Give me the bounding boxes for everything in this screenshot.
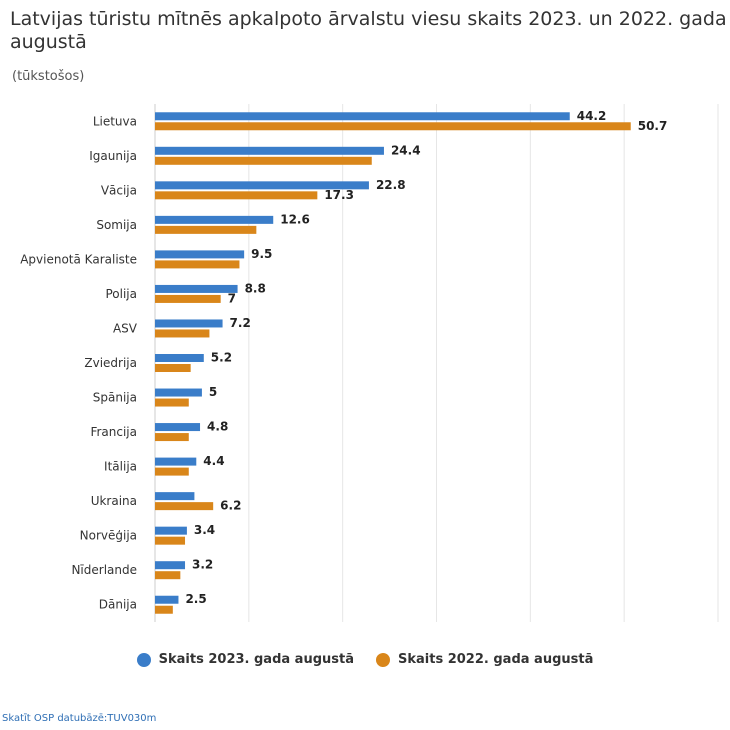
bar (155, 492, 195, 501)
data-label: 3.4 (194, 523, 215, 537)
category-label: Dānija (99, 598, 137, 612)
legend-label-2023: Skaits 2023. gada augustā (158, 652, 354, 667)
bar (155, 364, 191, 372)
bar (155, 502, 214, 511)
bar (155, 146, 384, 155)
legend-swatch-2023 (136, 652, 151, 667)
bar (155, 423, 201, 432)
bar (155, 457, 197, 466)
data-label: 7.2 (230, 316, 251, 330)
category-label: Francija (90, 425, 137, 439)
category-label: Ukraina (91, 494, 137, 508)
data-label: 2.5 (185, 592, 206, 606)
bar (155, 260, 240, 269)
chart-subtitle: (tūkstošos) (12, 69, 85, 84)
bar (155, 319, 223, 328)
category-label: Somija (96, 218, 137, 232)
category-label: Polija (105, 287, 137, 301)
bar (155, 398, 189, 407)
category-label: Lietuva (93, 114, 137, 128)
chart-title: Latvijas tūristu mītnēs apkalpoto ārvals… (10, 8, 727, 53)
bar (155, 225, 257, 234)
category-label: Nīderlande (71, 563, 137, 577)
bar (155, 595, 179, 604)
category-label: Spānija (93, 391, 137, 405)
data-label: 17.3 (324, 188, 354, 202)
bar (155, 561, 186, 570)
category-label: Apvienotā Karaliste (20, 252, 137, 266)
bar (155, 181, 369, 190)
bar (155, 388, 202, 397)
data-label: 4.4 (203, 454, 224, 468)
data-label: 9.5 (251, 247, 272, 261)
bar (155, 122, 631, 131)
bar (155, 467, 189, 476)
bar (155, 294, 221, 303)
category-label: Igaunija (89, 149, 137, 163)
bar (155, 571, 181, 580)
data-label: 44.2 (577, 109, 607, 123)
legend-label-2022: Skaits 2022. gada augustā (398, 652, 594, 667)
bar (155, 191, 318, 200)
bar (155, 354, 204, 362)
bar (155, 605, 173, 614)
category-label: Vācija (101, 183, 137, 197)
bar (155, 329, 210, 338)
data-label: 22.8 (376, 178, 406, 192)
data-label: 8.8 (245, 281, 266, 295)
category-label: Norvēģija (80, 529, 137, 543)
legend-item-2022[interactable]: Skaits 2022. gada augustā (376, 652, 593, 667)
bar (155, 536, 186, 545)
bar (155, 433, 189, 442)
legend-item-2023[interactable]: Skaits 2023. gada augustā (136, 652, 354, 667)
bar (155, 156, 372, 165)
data-label: 5 (209, 385, 217, 399)
category-label: ASV (113, 321, 138, 335)
source-link[interactable]: Skatīt OSP datubāzē:TUV030m (2, 713, 157, 724)
data-label: 6.2 (220, 499, 241, 513)
bar (155, 250, 245, 259)
category-label: Zviedrija (84, 356, 137, 370)
chart-legend: Skaits 2023. gada augustā Skaits 2022. g… (0, 652, 730, 667)
bar (155, 215, 274, 224)
data-label: 24.4 (391, 143, 421, 157)
data-label: 12.6 (280, 212, 310, 226)
data-label: 50.7 (638, 119, 668, 133)
legend-swatch-2022 (376, 652, 390, 667)
data-label: 3.2 (192, 558, 213, 572)
bar (155, 284, 238, 293)
data-label: 4.8 (207, 420, 228, 434)
bar (155, 526, 187, 535)
category-label: Itālija (104, 460, 137, 474)
data-label: 5.2 (211, 351, 232, 365)
bar (155, 112, 570, 121)
data-label: 7 (228, 291, 236, 305)
